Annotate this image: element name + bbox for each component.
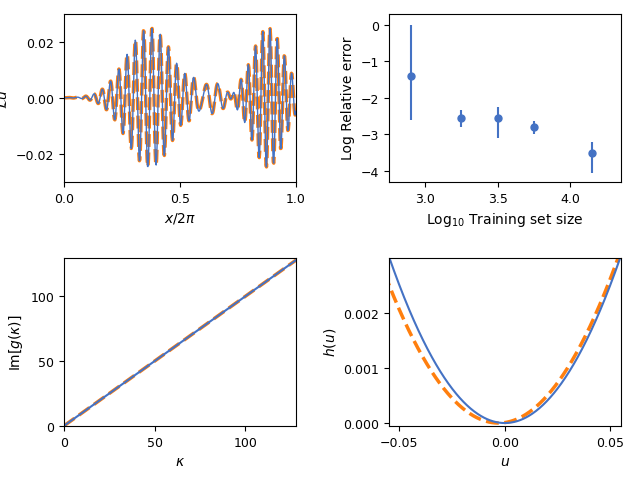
Y-axis label: $h(u)$: $h(u)$ [321,327,337,357]
Y-axis label: Log Relative error: Log Relative error [341,37,355,160]
Y-axis label: Im$[g(\kappa)]$: Im$[g(\kappa)]$ [7,314,25,370]
X-axis label: Log$_{10}$ Training set size: Log$_{10}$ Training set size [426,211,584,228]
X-axis label: $\kappa$: $\kappa$ [175,454,185,468]
X-axis label: $u$: $u$ [500,454,510,468]
X-axis label: $x/2\pi$: $x/2\pi$ [164,211,196,226]
Y-axis label: $\mathcal{L}u$: $\mathcal{L}u$ [0,89,10,108]
